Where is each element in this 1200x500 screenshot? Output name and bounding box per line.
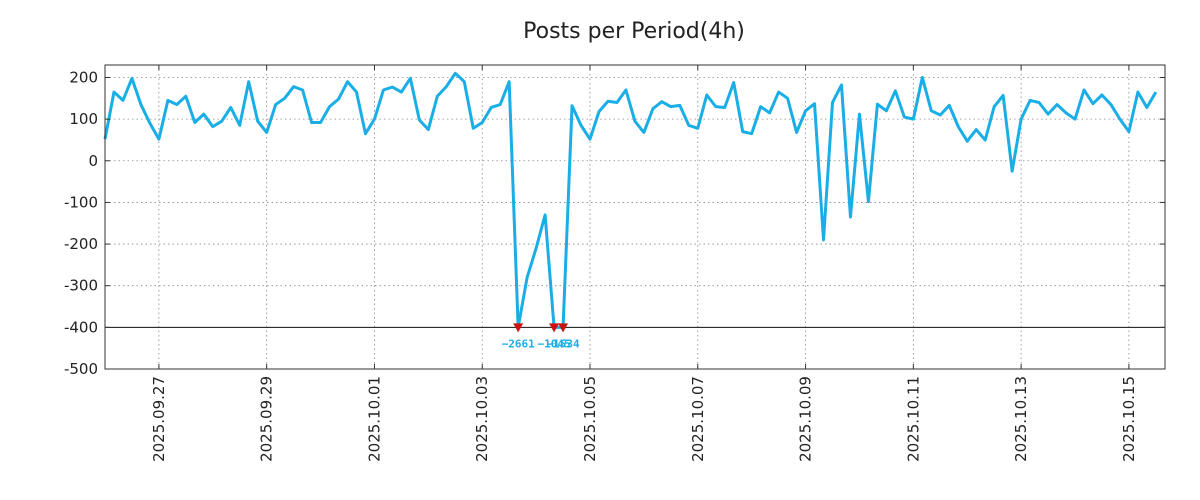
x-tick-label: 2025.09.27 <box>150 376 168 462</box>
clipped-marker <box>549 323 560 333</box>
x-tick-label: 2025.10.15 <box>1120 376 1138 462</box>
x-tick-label: 2025.10.09 <box>797 376 815 462</box>
y-tick-label: 0 <box>88 152 98 170</box>
y-tick-label: 100 <box>69 110 98 128</box>
clipped-marker <box>558 323 569 333</box>
x-tick-label: 2025.09.29 <box>258 376 276 462</box>
y-tick-label: -100 <box>64 193 98 211</box>
y-tick-label: -400 <box>64 318 98 336</box>
x-tick-label: 2025.10.03 <box>473 376 491 462</box>
y-tick-label: -500 <box>64 360 98 378</box>
y-axis-ticks: 200 100 0 -100 -200 -300 -400 -500 <box>64 68 1165 378</box>
x-tick-label: 2025.10.11 <box>904 376 922 462</box>
clipped-value-label: −1045 <box>538 337 571 350</box>
x-tick-label: 2025.10.01 <box>365 376 383 462</box>
clipped-markers: −2661 −1045−1534 <box>502 323 580 350</box>
y-tick-label: -300 <box>64 277 98 295</box>
clipped-value-label: −2661 <box>502 337 535 350</box>
plot-frame <box>104 64 1166 370</box>
series-layer <box>103 71 1158 329</box>
series-line-posts <box>103 71 1158 329</box>
x-tick-label: 2025.10.07 <box>689 376 707 462</box>
x-axis-ticks: 2025.09.27 2025.09.29 2025.10.01 2025.10.03… <box>150 65 1138 462</box>
clipped-value-label: −1534 <box>546 337 579 350</box>
x-tick-label: 2025.10.05 <box>581 376 599 462</box>
x-tick-label: 2025.10.13 <box>1012 376 1030 462</box>
chart-title: Posts per Period(4h) <box>523 19 745 44</box>
y-tick-label: 200 <box>69 68 98 86</box>
y-tick-label: -200 <box>64 235 98 253</box>
clipped-marker <box>513 323 524 333</box>
